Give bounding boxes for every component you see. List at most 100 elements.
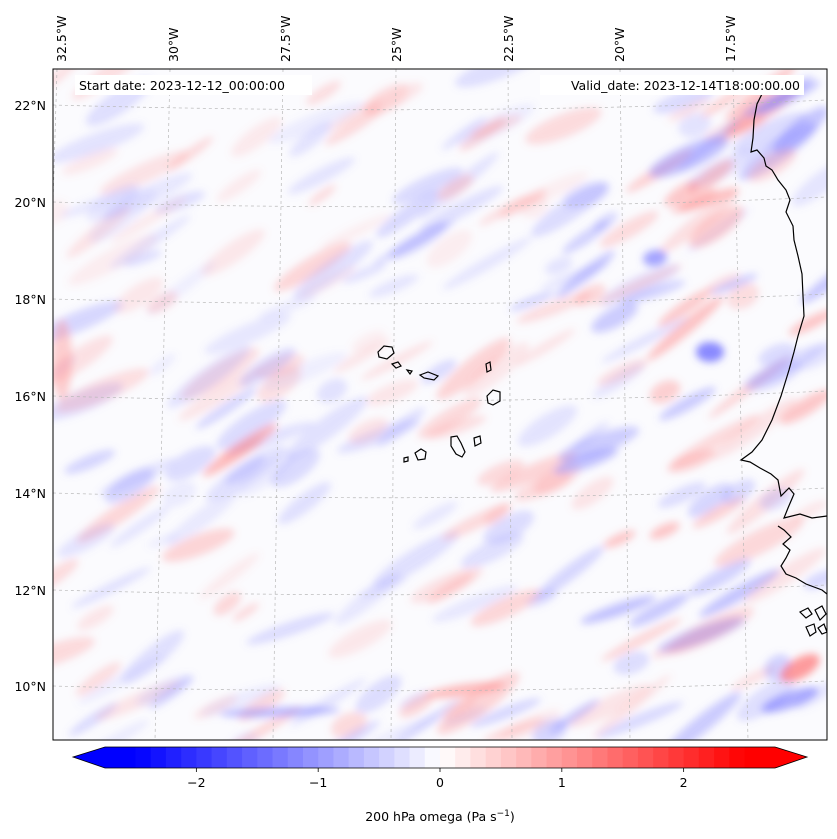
omega-blob xyxy=(592,674,672,738)
omega-blob xyxy=(213,591,242,616)
omega-blob xyxy=(319,720,380,740)
omega-blob xyxy=(77,605,114,631)
omega-blob xyxy=(220,706,340,718)
omega-blob xyxy=(455,69,543,88)
colorbar-segment xyxy=(257,747,274,768)
omega-blob xyxy=(392,167,463,204)
latitude-labels: 22°N 20°N 18°N 16°N 14°N 12°N 10°N xyxy=(14,98,46,694)
colorbar-segment xyxy=(653,747,670,768)
omega-blob xyxy=(426,229,473,268)
omega-blob xyxy=(540,262,610,290)
colorbar-segment xyxy=(500,747,517,768)
omega-blob xyxy=(600,617,682,662)
omega-blob xyxy=(670,414,760,467)
gridline-lat-12 xyxy=(53,584,827,596)
omega-blob xyxy=(53,123,145,163)
omega-blob xyxy=(287,157,356,195)
omega-blob xyxy=(601,317,690,363)
colorbar-segment xyxy=(744,747,761,768)
lat-label-10N: 10°N xyxy=(14,679,46,694)
gridline-lat-20 xyxy=(53,196,827,208)
omega-blob xyxy=(714,517,804,567)
longitude-labels: 32.5°W 30°W 27.5°W 25°W 22.5°W 20°W 17.5… xyxy=(54,16,738,62)
omega-blob xyxy=(271,448,320,488)
omega-blob xyxy=(568,684,651,728)
omega-blob xyxy=(305,80,342,106)
omega-blob xyxy=(544,256,573,275)
omega-blob xyxy=(368,274,419,298)
gridline-lon-20 xyxy=(619,69,631,740)
colorbar-segment xyxy=(683,747,700,768)
omega-blob xyxy=(647,295,724,361)
lon-label-22.5W: 22.5°W xyxy=(501,16,516,62)
colorbar-segment xyxy=(637,747,654,768)
colorbar-tick-label: 0 xyxy=(436,775,444,790)
omega-blob xyxy=(64,449,116,474)
omega-blob xyxy=(613,651,650,675)
island-boa-vista xyxy=(486,389,501,406)
colorbar-segment xyxy=(181,747,197,768)
omega-blob xyxy=(509,291,555,312)
omega-blob xyxy=(257,294,318,320)
island-maio xyxy=(473,435,482,447)
colorbar-segment xyxy=(226,747,243,768)
gridline-lat-22 xyxy=(53,99,827,111)
omega-blob xyxy=(204,313,292,355)
colorbar-segment xyxy=(546,747,563,768)
colorbar-segment xyxy=(409,747,426,768)
colorbar-segment xyxy=(120,747,137,768)
omega-blob xyxy=(53,200,70,227)
colorbar-tick-label: 2 xyxy=(680,775,688,790)
colorbar-segment xyxy=(455,747,472,768)
omega-blob xyxy=(122,630,185,684)
colorbar-segment xyxy=(440,747,456,768)
omega-blob xyxy=(470,115,522,138)
omega-blob xyxy=(278,481,331,525)
omega-blob xyxy=(710,273,758,295)
omega-blob xyxy=(195,387,258,430)
omega-blob xyxy=(412,501,458,530)
omega-blob xyxy=(515,328,576,366)
omega-blob xyxy=(553,447,619,475)
lon-label-25W: 25°W xyxy=(389,27,404,62)
omega-blob xyxy=(747,148,797,182)
omega-field xyxy=(53,69,827,740)
omega-blob xyxy=(478,196,528,226)
omega-blob xyxy=(166,491,238,546)
omega-blob xyxy=(167,136,214,171)
omega-blob xyxy=(460,533,524,569)
omega-blob xyxy=(166,345,251,409)
omega-blob xyxy=(316,378,348,404)
omega-blob xyxy=(199,552,260,600)
omega-blob xyxy=(425,681,505,699)
omega-blob xyxy=(571,421,610,451)
colorbar-segment xyxy=(577,747,593,768)
island-santa-luzia xyxy=(405,369,413,376)
omega-blob xyxy=(246,612,335,645)
omega-blob xyxy=(661,691,742,740)
omega-blob xyxy=(293,240,374,300)
omega-blob xyxy=(231,117,282,157)
gridline-lon-25 xyxy=(390,69,397,740)
omega-blob xyxy=(228,731,259,740)
omega-blob xyxy=(348,417,389,444)
omega-blob xyxy=(744,547,827,604)
colorbar-segment xyxy=(318,747,335,768)
omega-blob xyxy=(201,229,266,276)
colorbar-segment xyxy=(607,747,624,768)
omega-blob xyxy=(794,679,827,710)
omega-blob xyxy=(334,572,402,626)
omega-blob xyxy=(599,211,659,248)
omega-blob xyxy=(419,185,504,233)
omega-blob xyxy=(110,196,187,243)
omega-blob xyxy=(273,242,352,292)
omega-blob xyxy=(224,455,266,485)
omega-blob xyxy=(525,107,602,145)
colorbar-extend-max xyxy=(775,747,807,768)
omega-blob xyxy=(53,559,79,596)
gridline-lon-17.5 xyxy=(732,69,749,740)
omega-blob xyxy=(437,174,474,200)
lon-label-30W: 30°W xyxy=(166,27,181,62)
omega-blob xyxy=(442,237,533,290)
